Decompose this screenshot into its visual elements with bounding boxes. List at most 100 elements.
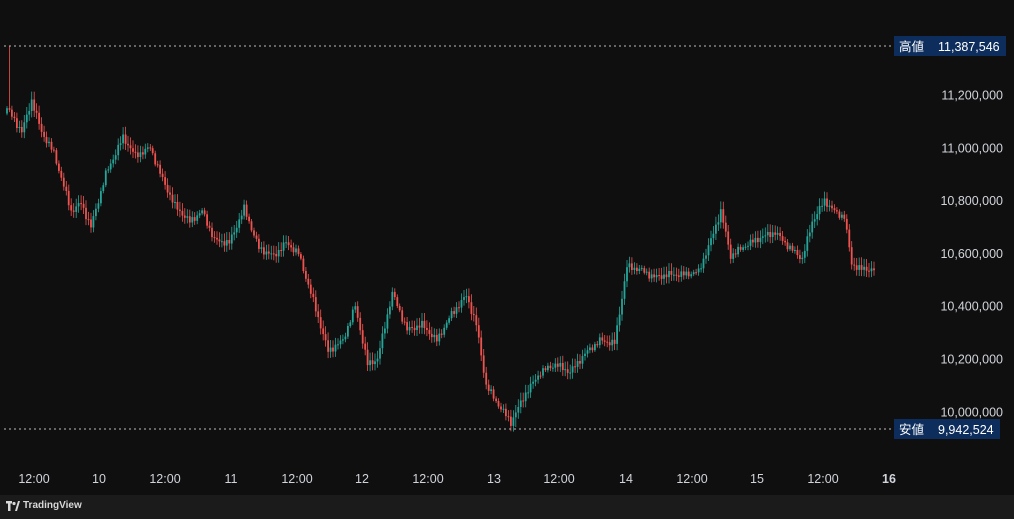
candle-body	[260, 247, 263, 249]
candle-body	[495, 398, 497, 402]
candle-body	[544, 368, 547, 371]
candle-body	[663, 274, 665, 279]
candle-body	[235, 227, 238, 233]
x-tick-label: 14	[619, 472, 633, 486]
x-tick-label: 11	[225, 472, 238, 486]
candle-body	[670, 271, 673, 275]
candle-body	[853, 264, 856, 266]
candle-body	[87, 219, 90, 221]
candle-body	[20, 127, 23, 133]
candle-body	[166, 184, 169, 193]
candle-body	[216, 237, 218, 240]
candle-body	[561, 363, 564, 371]
candle-body	[628, 263, 631, 268]
candle-body	[621, 298, 623, 315]
candle-body	[826, 198, 828, 207]
y-axis[interactable]: 11,200,000 11,000,000 10,800,000 10,600,000…	[940, 89, 1003, 420]
candle-body	[784, 240, 786, 243]
candle-body	[769, 232, 772, 237]
candle-body	[744, 246, 747, 248]
candle-body	[393, 291, 396, 298]
candle-body	[445, 322, 448, 328]
candle-body	[122, 134, 124, 144]
candle-body	[734, 253, 737, 255]
x-tick-label: 10	[92, 472, 106, 486]
candle-body	[776, 232, 779, 235]
candle-body	[384, 328, 386, 334]
candle-body	[287, 242, 290, 246]
candle-body	[142, 152, 144, 155]
candle-body	[376, 358, 379, 362]
candle-body	[112, 159, 115, 164]
candle-body	[97, 203, 100, 209]
candle-body	[371, 360, 374, 365]
candle-body	[230, 234, 233, 244]
candle-body	[62, 177, 65, 187]
candle-body	[850, 247, 853, 265]
candle-body	[863, 266, 865, 270]
candle-body	[55, 150, 58, 164]
candle-body	[643, 268, 646, 273]
x-tick-label: 15	[750, 472, 764, 486]
candle-body	[638, 268, 641, 271]
candle-body	[90, 219, 92, 228]
candle-body	[11, 109, 13, 117]
tradingview-logo[interactable]: TradingView	[6, 500, 82, 511]
candle-body	[359, 317, 362, 331]
candle-body	[537, 375, 539, 380]
candle-body	[855, 265, 858, 270]
x-tick-label: 12:00	[807, 472, 838, 486]
candle-body	[156, 164, 159, 166]
price-chart[interactable]: 11,200,000 11,000,000 10,800,000 10,600,000…	[0, 0, 1014, 495]
candle-body	[574, 366, 576, 368]
candle-body	[702, 258, 705, 269]
candle-body	[779, 232, 781, 237]
candle-body	[292, 247, 295, 253]
low-tag-label: 安値	[899, 422, 924, 437]
candle-body	[416, 325, 418, 330]
candle-body	[77, 203, 80, 207]
candle-body	[626, 267, 628, 282]
candle-body	[818, 206, 821, 215]
candle-body	[742, 247, 744, 250]
x-axis[interactable]: 12:00 10 12:00 11 12:00 12 12:00 13 12:00 14 12:00…	[18, 472, 896, 486]
x-tick-label: 12	[355, 472, 369, 486]
candle-body	[100, 191, 102, 204]
candle-body	[685, 271, 688, 276]
candle-body	[771, 232, 774, 237]
candle-body	[761, 236, 764, 238]
candle-body	[823, 198, 826, 206]
candle-body	[60, 170, 63, 178]
candle-body	[379, 348, 381, 359]
candle-body	[114, 155, 117, 160]
candle-body	[729, 244, 732, 259]
candle-body	[581, 356, 584, 364]
candle-body	[556, 363, 559, 367]
candle-body	[648, 271, 651, 279]
x-tick-label: 12:00	[149, 472, 180, 486]
candle-body	[134, 151, 137, 153]
candle-body	[470, 302, 473, 314]
candle-body	[8, 108, 11, 110]
candle-body	[337, 344, 339, 346]
candle-body	[403, 321, 406, 323]
candle-body	[645, 271, 648, 273]
candle-body	[475, 315, 478, 326]
candle-body	[490, 389, 492, 391]
candle-body	[267, 251, 270, 254]
candle-body	[188, 216, 191, 223]
candle-body	[305, 271, 307, 279]
y-tick-label: 10,000,000	[940, 405, 1003, 419]
candle-body	[803, 250, 806, 258]
candle-body	[40, 123, 43, 132]
candle-body	[601, 337, 604, 341]
candle-body	[307, 278, 310, 285]
candle-body	[448, 318, 450, 323]
candle-body	[695, 272, 697, 274]
candle-body	[682, 271, 685, 276]
candle-body	[631, 263, 633, 270]
candle-body	[104, 170, 107, 186]
candle-body	[576, 361, 579, 367]
candle-body	[30, 99, 33, 111]
candle-body	[566, 369, 569, 373]
